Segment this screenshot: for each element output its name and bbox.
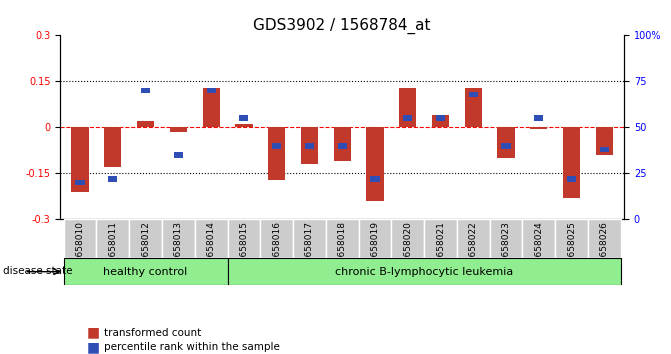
Bar — [305, 143, 314, 149]
Bar — [366, 127, 384, 201]
Text: GSM658016: GSM658016 — [272, 222, 281, 276]
FancyBboxPatch shape — [588, 219, 621, 258]
Text: chronic B-lymphocytic leukemia: chronic B-lymphocytic leukemia — [335, 267, 513, 277]
Text: ■: ■ — [87, 326, 101, 340]
Text: GSM658018: GSM658018 — [338, 222, 347, 276]
Text: GSM658021: GSM658021 — [436, 222, 445, 276]
Bar — [71, 127, 89, 192]
Bar — [240, 115, 248, 121]
Title: GDS3902 / 1568784_at: GDS3902 / 1568784_at — [254, 18, 431, 34]
Bar — [567, 176, 576, 182]
Bar — [301, 127, 318, 164]
Bar — [403, 115, 413, 121]
Text: GSM658020: GSM658020 — [403, 222, 412, 276]
Bar — [203, 87, 219, 127]
Text: ■: ■ — [87, 340, 101, 354]
FancyBboxPatch shape — [293, 219, 326, 258]
FancyBboxPatch shape — [195, 219, 227, 258]
FancyBboxPatch shape — [490, 219, 523, 258]
Bar — [465, 87, 482, 127]
Bar — [207, 88, 215, 93]
FancyBboxPatch shape — [97, 219, 130, 258]
Bar — [432, 115, 449, 127]
FancyBboxPatch shape — [64, 258, 227, 285]
FancyBboxPatch shape — [391, 219, 424, 258]
Bar — [497, 127, 515, 158]
Text: GSM658015: GSM658015 — [240, 222, 248, 276]
FancyBboxPatch shape — [457, 219, 490, 258]
Text: GSM658017: GSM658017 — [305, 222, 314, 276]
FancyBboxPatch shape — [64, 219, 97, 258]
Text: GSM658022: GSM658022 — [469, 222, 478, 276]
FancyBboxPatch shape — [424, 219, 457, 258]
FancyBboxPatch shape — [227, 258, 621, 285]
Bar — [501, 143, 511, 149]
Bar — [170, 127, 187, 132]
Bar — [137, 121, 154, 127]
Bar — [236, 124, 252, 127]
Text: GSM658011: GSM658011 — [108, 222, 117, 276]
Bar — [563, 127, 580, 198]
Bar — [268, 127, 285, 179]
FancyBboxPatch shape — [162, 219, 195, 258]
Text: GSM658023: GSM658023 — [501, 222, 511, 276]
Text: transformed count: transformed count — [104, 328, 201, 338]
Bar — [104, 127, 121, 167]
Text: percentile rank within the sample: percentile rank within the sample — [104, 342, 280, 352]
FancyBboxPatch shape — [227, 219, 260, 258]
FancyBboxPatch shape — [358, 219, 391, 258]
FancyBboxPatch shape — [326, 219, 358, 258]
Text: GSM658019: GSM658019 — [370, 222, 380, 276]
Bar — [108, 176, 117, 182]
Text: GSM658013: GSM658013 — [174, 222, 183, 276]
Bar — [272, 143, 281, 149]
Text: GSM658012: GSM658012 — [141, 222, 150, 276]
Bar — [333, 127, 351, 161]
Bar — [534, 115, 544, 121]
Bar — [530, 127, 548, 129]
Bar — [338, 143, 347, 149]
Text: GSM658025: GSM658025 — [567, 222, 576, 276]
Bar — [596, 127, 613, 155]
Bar — [436, 115, 445, 121]
FancyBboxPatch shape — [260, 219, 293, 258]
Bar — [174, 152, 183, 158]
Text: GSM658026: GSM658026 — [600, 222, 609, 276]
Text: GSM658014: GSM658014 — [207, 222, 215, 276]
Text: disease state: disease state — [3, 266, 73, 276]
Bar — [75, 180, 85, 185]
FancyBboxPatch shape — [523, 219, 555, 258]
Bar — [141, 88, 150, 93]
FancyBboxPatch shape — [555, 219, 588, 258]
Text: GSM658024: GSM658024 — [534, 222, 544, 276]
Bar — [399, 87, 416, 127]
Bar — [600, 147, 609, 152]
Bar — [370, 176, 380, 182]
Text: healthy control: healthy control — [103, 267, 188, 277]
FancyBboxPatch shape — [130, 219, 162, 258]
Bar — [469, 92, 478, 97]
Text: GSM658010: GSM658010 — [76, 222, 85, 276]
